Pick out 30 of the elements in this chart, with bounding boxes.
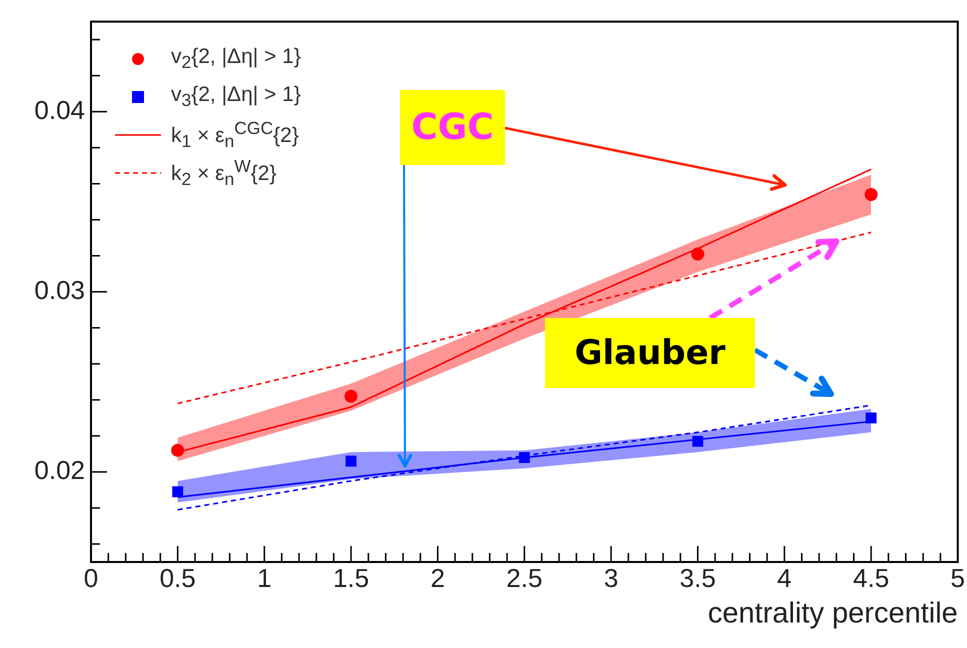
legend-label: k$_{1}$ × ε$_{n}$$^{CGC}${2} <box>171 118 299 152</box>
x-tick-label: 3 <box>604 562 618 593</box>
point <box>344 390 358 403</box>
annotation: Glauber <box>545 318 755 388</box>
x-tick-label: 2.5 <box>506 562 542 593</box>
point <box>171 444 184 457</box>
x-tick-label: 5 <box>950 562 966 593</box>
x-tick-label: 4.5 <box>853 562 890 593</box>
x-tick-label: 2 <box>430 562 445 593</box>
x-tick-label: 3.5 <box>680 562 716 593</box>
legend-label: v$_{3}${2, |Δη| > 1} <box>171 82 301 112</box>
x-axis-title: centrality percentile <box>708 598 958 630</box>
y-tick-label: 0.02 <box>34 455 85 486</box>
point <box>346 456 356 467</box>
point <box>691 247 704 260</box>
point <box>692 436 704 447</box>
y-tick-label: 0.04 <box>34 94 85 125</box>
x-tick-label: 1 <box>257 562 272 593</box>
x-tick-label: 0.5 <box>160 562 196 593</box>
annotation: CGC <box>400 90 505 165</box>
y-tick-label: 0.03 <box>34 274 85 305</box>
point <box>864 188 878 202</box>
point <box>172 486 184 498</box>
point <box>518 452 530 463</box>
point <box>866 412 877 424</box>
x-tick-label: 0 <box>84 562 98 593</box>
legend-label: k$_{2}$ × ε$_{n}$$^{W}${2} <box>171 156 277 190</box>
x-tick-label: 4 <box>777 562 792 593</box>
x-tick-label: 1.5 <box>332 562 370 593</box>
legend-label: v$_{2}${2, |Δη| > 1} <box>171 44 301 74</box>
